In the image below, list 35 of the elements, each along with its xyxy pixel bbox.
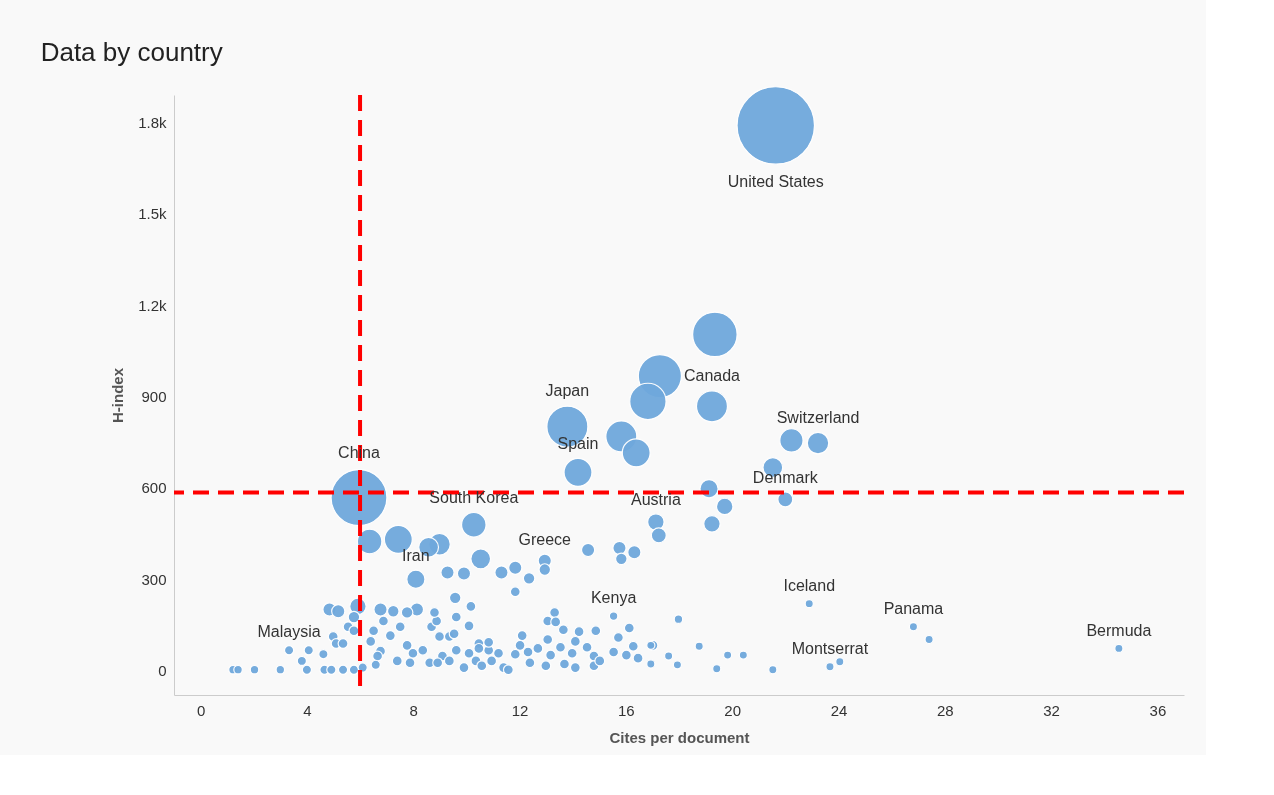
annotation: Malaysia <box>257 623 321 641</box>
annotation: Greece <box>518 531 572 549</box>
x-tick-label: 0 <box>196 701 206 719</box>
y-axis-title: H-index <box>109 367 127 424</box>
y-tick-label: 300 <box>141 570 167 588</box>
x-tick-label: 8 <box>409 701 418 719</box>
annotation: Iceland <box>783 577 836 595</box>
x-tick-label: 4 <box>303 701 312 719</box>
annotation: United States <box>727 173 824 191</box>
annotation: Panama <box>883 600 944 618</box>
annotation: Switzerland <box>776 409 860 426</box>
x-axis-title: Cites per document <box>609 728 750 746</box>
annotation: Bermuda <box>1086 621 1152 639</box>
annotation: Denmark <box>752 469 819 487</box>
y-tick-label: 600 <box>141 479 167 497</box>
x-tick-label: 36 <box>1149 701 1167 719</box>
x-tick-label: 28 <box>936 701 954 719</box>
y-tick-label: 1.8k <box>138 113 167 131</box>
y-tick-label: 900 <box>141 388 167 406</box>
x-tick-label: 32 <box>1043 701 1060 719</box>
annotation: Montserrat <box>791 640 869 658</box>
x-tick-label: 16 <box>618 701 635 719</box>
y-tick-label: 1.2k <box>138 296 167 314</box>
y-tick-label: 1.5k <box>138 205 167 223</box>
x-tick-label: 12 <box>511 701 529 719</box>
y-tick-label: 0 <box>158 662 167 680</box>
annotation: Austria <box>630 490 681 508</box>
x-tick-label: 20 <box>724 701 741 719</box>
annotation: South Korea <box>429 488 519 506</box>
chart-title: Data by country <box>40 37 223 68</box>
annotation: Kenya <box>590 589 637 607</box>
x-tick-label: 24 <box>830 701 848 719</box>
annotation: Iran <box>402 547 430 565</box>
annotation: Canada <box>683 366 741 384</box>
annotation: Japan <box>545 381 590 399</box>
